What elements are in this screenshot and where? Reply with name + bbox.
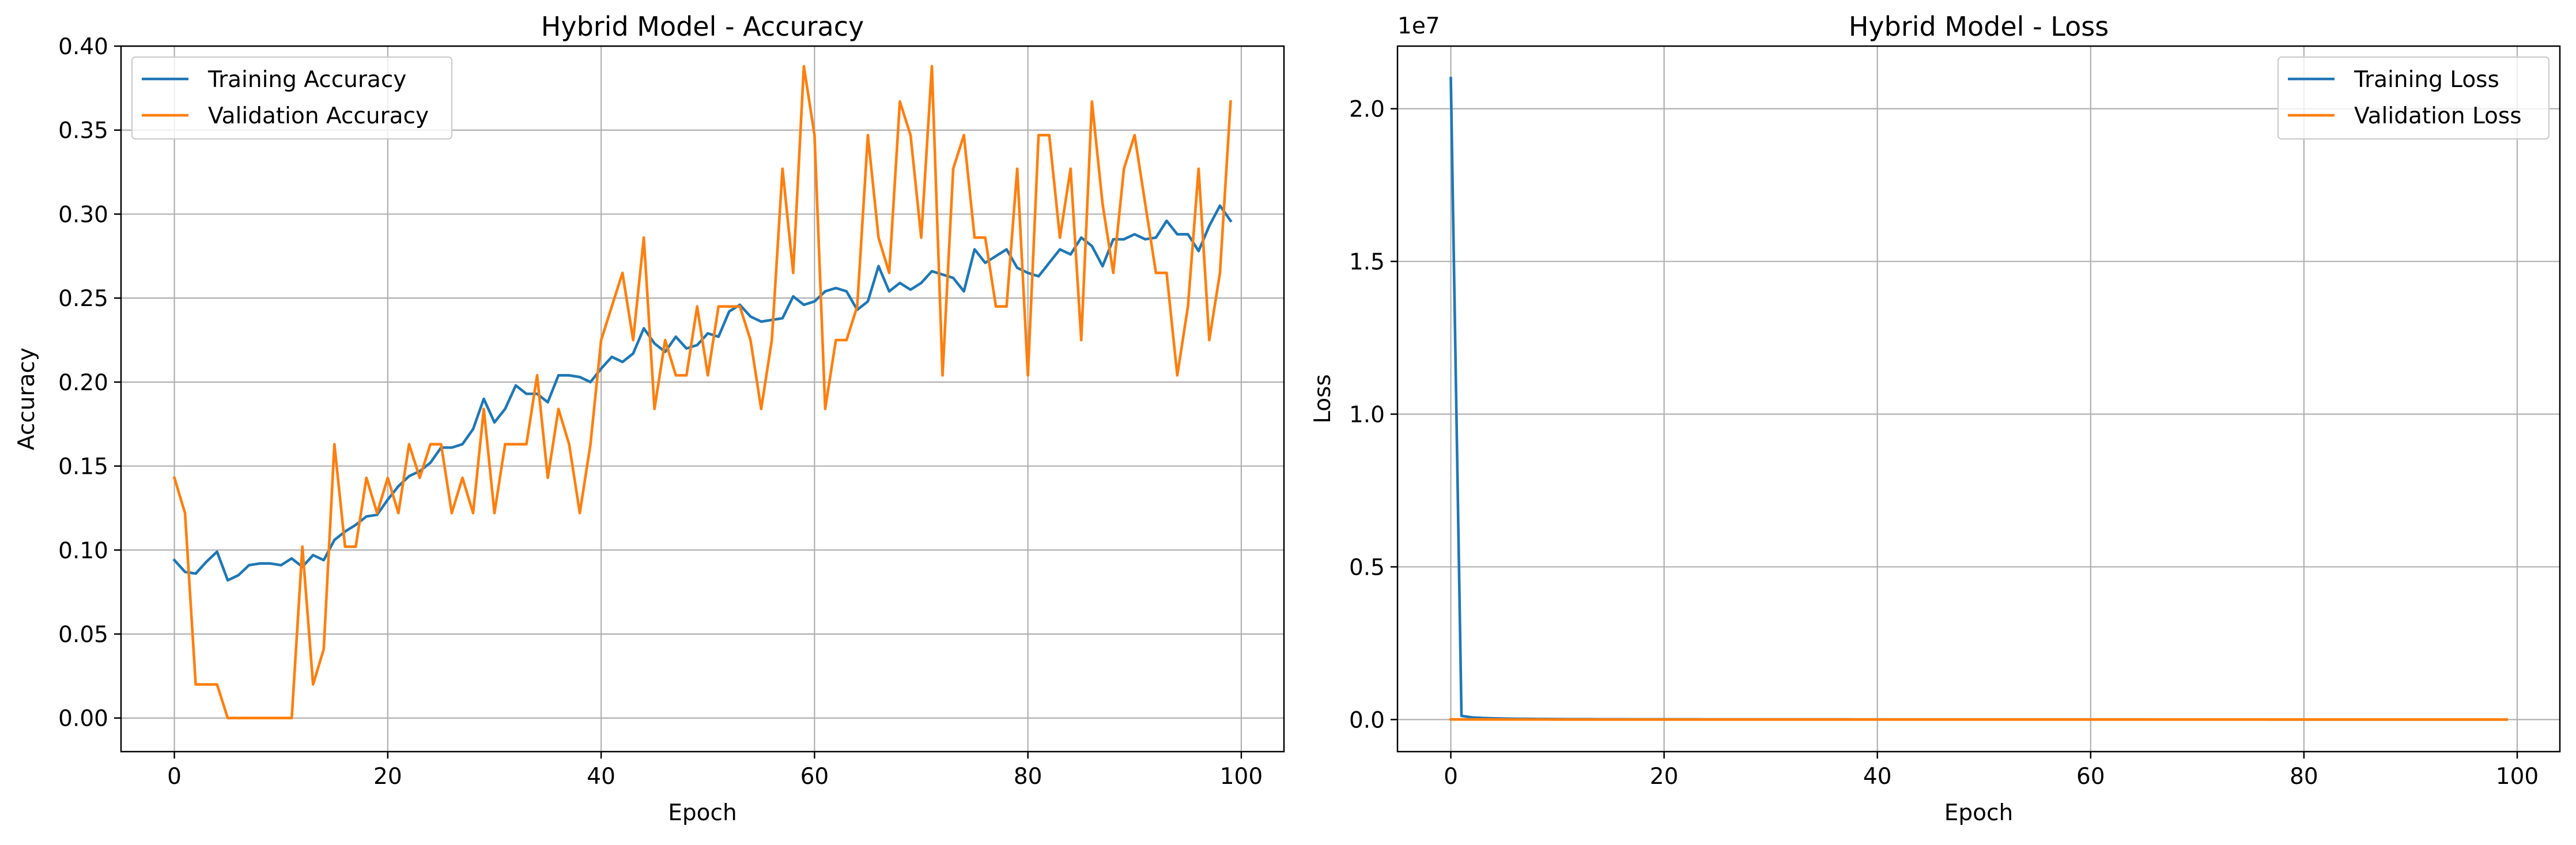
y-axis-label: Accuracy: [14, 348, 40, 450]
y-tick-label: 0.0: [1349, 707, 1385, 733]
x-tick-label: 60: [2076, 764, 2105, 790]
y-tick-label: 0.30: [58, 202, 108, 228]
legend: Training Accuracy Validation Accuracy: [131, 56, 453, 140]
x-tick-label: 100: [1220, 764, 1263, 790]
y-tick-label: 0.10: [58, 538, 108, 564]
legend-label: Validation Accuracy: [208, 103, 429, 129]
chart-title: Hybrid Model - Accuracy: [541, 11, 864, 42]
y-tick-label: 2.0: [1349, 97, 1385, 123]
x-tick-label: 100: [2496, 764, 2539, 790]
y-tick-label: 1.5: [1349, 250, 1385, 276]
legend-label: Validation Loss: [2354, 103, 2522, 129]
chart-title: Hybrid Model - Loss: [1849, 11, 2109, 42]
y-tick-label: 1.0: [1349, 402, 1385, 428]
y-axis-label: Loss: [1310, 374, 1336, 424]
y-tick-label: 0.25: [58, 286, 108, 312]
x-tick-label: 20: [1650, 764, 1679, 790]
x-tick-label: 40: [587, 764, 615, 790]
x-tick-label: 60: [800, 764, 829, 790]
series-line-validation-accuracy: [172, 65, 1232, 720]
y-tick-label: 0.00: [58, 706, 108, 732]
x-tick-label: 40: [1863, 764, 1892, 790]
accuracy-chart: 0 20 40 60 80 100 0.00 0.05 0.10 0.15 0.20 0.25 0.30…: [14, 11, 1285, 826]
x-axis-label: Epoch: [1944, 800, 2013, 826]
y-tick-label: 0.20: [58, 370, 108, 396]
y-tick-label: 0.05: [58, 622, 108, 648]
legend-label: Training Accuracy: [207, 67, 406, 93]
x-tick-label: 20: [373, 764, 402, 790]
y-tick-label: 0.5: [1349, 554, 1385, 580]
x-tick-label: 80: [1014, 764, 1043, 790]
loss-chart: 0 20 40 60 80 100 0.0 0.5 1.0 1.5 2.0 Hybrid Model …: [1310, 11, 2561, 826]
x-tick-label: 0: [167, 764, 182, 790]
legend-box: [131, 56, 453, 140]
legend: Training Loss Validation Loss: [2277, 56, 2550, 140]
x-tick-label: 80: [2290, 764, 2318, 790]
y-tick-label: 0.40: [58, 34, 108, 60]
plot-frame: [1396, 45, 2561, 753]
legend-label: Training Loss: [2354, 67, 2499, 93]
sci-exponent-label: 1e7: [1397, 13, 1440, 39]
plot-frame: [120, 45, 1285, 753]
legend-box: [2277, 56, 2550, 140]
x-axis-label: Epoch: [668, 800, 736, 826]
x-tick-label: 0: [1444, 764, 1458, 790]
y-tick-label: 0.15: [58, 454, 108, 480]
y-tick-label: 0.35: [58, 118, 108, 144]
